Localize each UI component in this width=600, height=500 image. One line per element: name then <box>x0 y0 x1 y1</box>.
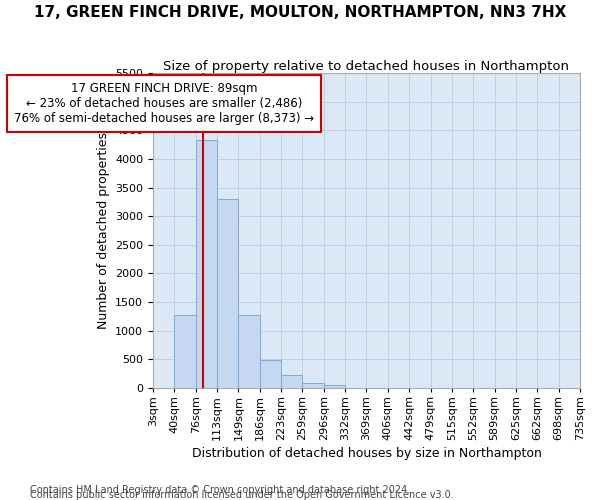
Bar <box>217 199 238 388</box>
Text: Contains public sector information licensed under the Open Government Licence v3: Contains public sector information licen… <box>30 490 454 500</box>
Bar <box>175 316 196 388</box>
Y-axis label: Number of detached properties: Number of detached properties <box>97 132 110 329</box>
X-axis label: Distribution of detached houses by size in Northampton: Distribution of detached houses by size … <box>191 447 541 460</box>
Bar <box>324 385 345 388</box>
Text: Contains HM Land Registry data © Crown copyright and database right 2024.: Contains HM Land Registry data © Crown c… <box>30 485 410 495</box>
Bar <box>238 314 260 388</box>
Title: Size of property relative to detached houses in Northampton: Size of property relative to detached ho… <box>163 60 569 73</box>
Text: 17, GREEN FINCH DRIVE, MOULTON, NORTHAMPTON, NN3 7HX: 17, GREEN FINCH DRIVE, MOULTON, NORTHAMP… <box>34 5 566 20</box>
Bar <box>281 375 302 388</box>
Bar <box>302 383 324 388</box>
Bar <box>196 140 217 388</box>
Bar <box>260 360 281 388</box>
Text: 17 GREEN FINCH DRIVE: 89sqm
← 23% of detached houses are smaller (2,486)
76% of : 17 GREEN FINCH DRIVE: 89sqm ← 23% of det… <box>14 82 314 124</box>
